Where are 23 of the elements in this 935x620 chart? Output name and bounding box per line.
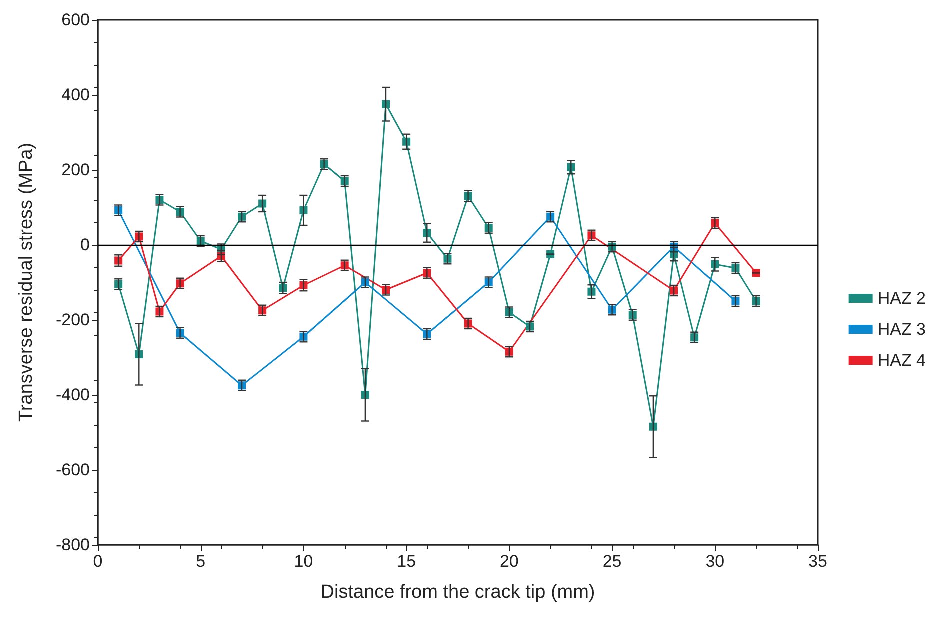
y-tick-label: 0: [80, 236, 90, 254]
x-tick-label: 35: [808, 552, 828, 571]
point: [546, 250, 555, 258]
x-tick-label: 25: [602, 552, 622, 571]
legend-label: HAZ 2: [878, 289, 926, 308]
x-axis-title: Distance from the crack tip (mm): [320, 582, 596, 603]
y-tick-label: -600: [56, 460, 90, 480]
y-tick-label: 400: [62, 86, 90, 104]
y-tick-label: 600: [62, 10, 90, 30]
x-tick-label: 20: [500, 552, 519, 571]
legend-label: HAZ 3: [878, 320, 926, 339]
y-tick-label: 200: [62, 160, 90, 180]
x-tick-label: 5: [196, 552, 206, 571]
x-tick-label: 0: [93, 552, 103, 571]
y-tick-label: -400: [56, 386, 90, 404]
x-tick-label: 30: [706, 552, 725, 571]
point: [752, 269, 760, 278]
x-tick-label: 15: [397, 552, 416, 571]
y-tick-label: -200: [56, 310, 90, 330]
y-tick-label: -800: [56, 536, 90, 554]
x-tick-label: 10: [294, 552, 314, 571]
legend-label: HAZ 4: [878, 351, 926, 370]
y-axis-title: Transverse residual stress (MPa): [16, 142, 37, 422]
